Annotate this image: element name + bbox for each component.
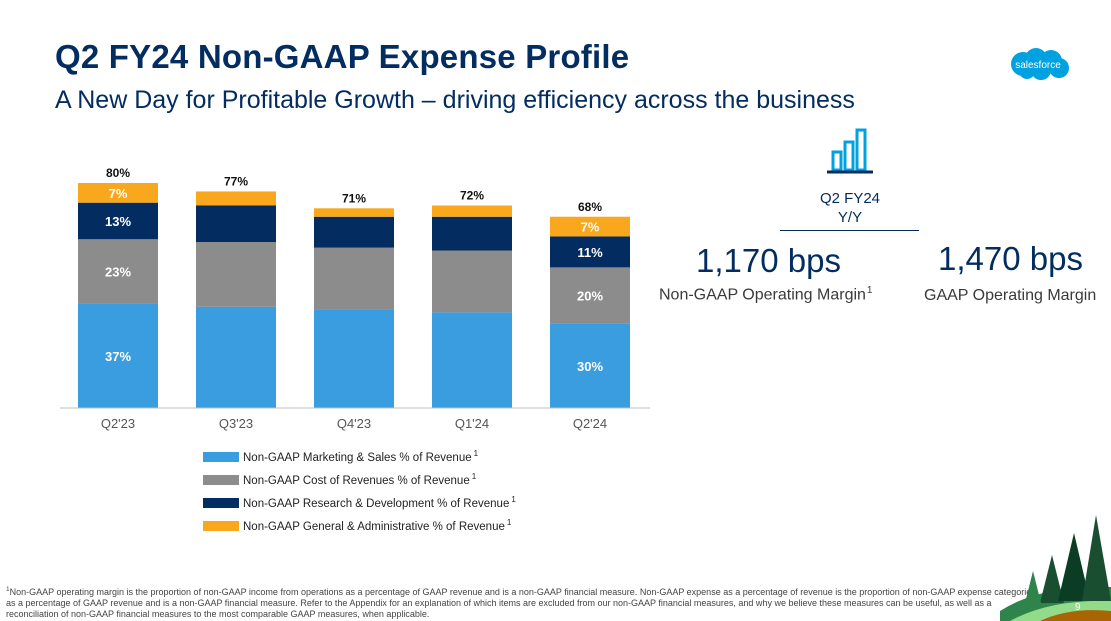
bar-segment — [314, 309, 394, 408]
page-number: 9 — [1075, 602, 1081, 613]
kpi-period: Q2 FY24 Y/Y — [786, 189, 914, 227]
x-tick-label: Q3'23 — [219, 416, 253, 431]
bar-data-label: 37% — [105, 349, 131, 364]
x-tick-label: Q1'24 — [455, 416, 489, 431]
bar-segment — [78, 239, 158, 304]
bar-data-label: 7% — [109, 186, 128, 201]
bars-group: 37% 23% 13% 7% 80% 77% 71% 72% 30% 20% 11% 7% 68% — [78, 166, 630, 408]
legend-label: Non-GAAP Marketing & Sales % of Revenue 1 — [243, 449, 479, 464]
bar-data-label: 11% — [577, 245, 603, 260]
bar-segment — [78, 202, 158, 240]
bar-segment — [550, 216, 630, 237]
bar-data-label: 30% — [577, 359, 603, 374]
kpi-value-non-gaap: 1,170 bps — [696, 242, 841, 279]
legend-label: Non-GAAP Cost of Revenues % of Revenue 1 — [243, 472, 477, 487]
x-tick-label: Q4'23 — [337, 416, 371, 431]
logo-text: salesforce — [1015, 60, 1061, 71]
bar-segment — [550, 267, 630, 324]
legend-label: Non-GAAP General & Administrative % of R… — [243, 518, 512, 533]
x-tick-labels: Q2'23 Q3'23 Q4'23 Q1'24 Q2'24 — [101, 416, 607, 431]
bar-segment — [314, 247, 394, 310]
legend-swatch — [203, 498, 239, 508]
bar-segment — [78, 183, 158, 203]
bar-segment — [196, 191, 276, 206]
bar-total-label: 71% — [342, 191, 366, 205]
kpi-label-non-gaap: Non-GAAP Operating Margin1 — [659, 285, 873, 304]
kpi-period-comparison: Y/Y — [837, 209, 863, 226]
stacked-bar-chart: 37% 23% 13% 7% 80% 77% 71% 72% 30% 20% 11% 7% 68% Q2… — [60, 166, 650, 431]
bar-segment — [196, 205, 276, 243]
legend-swatch — [203, 521, 239, 531]
legend-swatch — [203, 475, 239, 485]
salesforce-logo: salesforce — [1011, 48, 1069, 80]
bar-segment — [196, 242, 276, 307]
bar-total-label: 72% — [460, 189, 484, 203]
logo-cloud — [1011, 48, 1069, 80]
page-subtitle: A New Day for Profitable Growth – drivin… — [55, 86, 855, 114]
bar-segment — [314, 208, 394, 217]
bar-segment — [550, 323, 630, 408]
bar-segment — [314, 216, 394, 248]
kpi-divider — [780, 230, 919, 231]
bar-segment — [196, 306, 276, 408]
bar-segment — [550, 236, 630, 268]
bar-data-label: 23% — [105, 265, 131, 280]
legend-label: Non-GAAP Research & Development % of Rev… — [243, 495, 516, 510]
bar-segment — [432, 312, 512, 408]
bar-data-label: 20% — [577, 289, 603, 304]
bar-chart-icon — [827, 128, 873, 174]
forest-scenery-illustration — [1000, 515, 1111, 621]
page-title: Q2 FY24 Non-GAAP Expense Profile — [55, 38, 630, 75]
kpi-period-quarter: Q2 FY24 — [819, 190, 881, 207]
kpi-label-gaap: GAAP Operating Margin — [924, 287, 1097, 304]
x-tick-label: Q2'24 — [573, 416, 607, 431]
bar-segment — [432, 250, 512, 313]
bar-data-label: 7% — [581, 220, 600, 235]
kpi-value-gaap: 1,470 bps — [938, 240, 1083, 277]
bar-segment — [432, 216, 512, 251]
bar-total-label: 80% — [106, 166, 130, 180]
footnote: 1Non-GAAP operating margin is the propor… — [6, 586, 1036, 619]
bar-segment — [432, 205, 512, 217]
x-tick-label: Q2'23 — [101, 416, 135, 431]
bar-segment — [78, 303, 158, 408]
bar-total-label: 77% — [224, 174, 248, 188]
bar-total-label: 68% — [578, 200, 602, 214]
bar-data-label: 13% — [105, 214, 131, 229]
legend-swatch — [203, 452, 239, 462]
